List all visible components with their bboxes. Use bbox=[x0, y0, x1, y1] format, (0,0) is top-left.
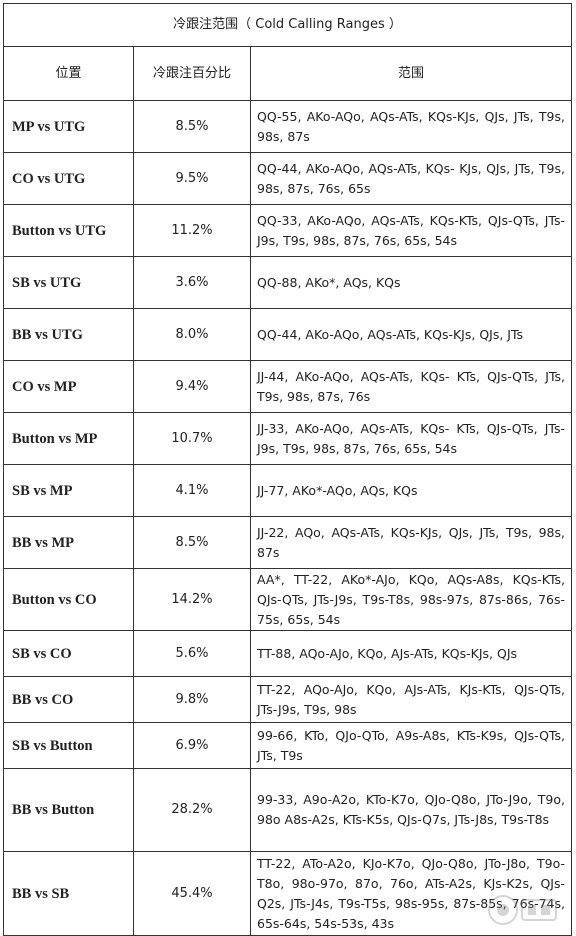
percent-cell: 9.4% bbox=[134, 361, 251, 413]
percent-cell: 3.6% bbox=[134, 257, 251, 309]
range-cell: QQ-44, AKo-AQo, AQs-ATs, KQs- KJs, QJs, … bbox=[251, 153, 572, 205]
position-cell: BB vs Button bbox=[4, 769, 134, 852]
range-cell: JJ-77, AKo*-AQo, AQs, KQs bbox=[251, 465, 572, 517]
percent-cell: 14.2% bbox=[134, 569, 251, 631]
percent-cell: 9.5% bbox=[134, 153, 251, 205]
range-cell: AA*, TT-22, AKo*-AJo, KQo, AQs-A8s, KQs-… bbox=[251, 569, 572, 631]
position-cell: BB vs UTG bbox=[4, 309, 134, 361]
position-cell: CO vs MP bbox=[4, 361, 134, 413]
position-cell: SB vs MP bbox=[4, 465, 134, 517]
position-cell: SB vs CO bbox=[4, 631, 134, 677]
position-cell: CO vs UTG bbox=[4, 153, 134, 205]
position-cell: Button vs CO bbox=[4, 569, 134, 631]
range-cell: TT-88, AQo-AJo, KQo, AJs-ATs, KQs-KJs, Q… bbox=[251, 631, 572, 677]
percent-cell: 28.2% bbox=[134, 769, 251, 852]
percent-cell: 6.9% bbox=[134, 723, 251, 769]
range-cell: JJ-33, AKo-AQo, AQs-ATs, KQs- KTs, QJs-Q… bbox=[251, 413, 572, 465]
range-cell: QQ-33, AKo-AQo, AQs-ATs, KQs-KTs, QJs-QT… bbox=[251, 205, 572, 257]
cold-calling-ranges-table: 冷跟注范围（ Cold Calling Ranges ） 位置 冷跟注百分比 范… bbox=[3, 3, 572, 936]
range-cell: QQ-44, AKo-AQo, AQs-ATs, KQs-KJs, QJs, J… bbox=[251, 309, 572, 361]
position-cell: SB vs UTG bbox=[4, 257, 134, 309]
percent-cell: 4.1% bbox=[134, 465, 251, 517]
percent-cell: 8.5% bbox=[134, 101, 251, 153]
range-cell: QQ-55, AKo-AQo, AQs-ATs, KQs-KJs, QJs, J… bbox=[251, 101, 572, 153]
position-cell: SB vs Button bbox=[4, 723, 134, 769]
percent-cell: 9.8% bbox=[134, 677, 251, 723]
range-cell: JJ-22, AQo, AQs-ATs, KQs-KJs, QJs, JTs, … bbox=[251, 517, 572, 569]
header-percent: 冷跟注百分比 bbox=[134, 47, 251, 101]
position-cell: BB vs CO bbox=[4, 677, 134, 723]
percent-cell: 11.2% bbox=[134, 205, 251, 257]
table-header-row: 位置 冷跟注百分比 范围 bbox=[4, 47, 572, 101]
range-cell: TT-22, AQo-AJo, KQo, AJs-ATs, KJs-KTs, Q… bbox=[251, 677, 572, 723]
header-position: 位置 bbox=[4, 47, 134, 101]
table-title-row: 冷跟注范围（ Cold Calling Ranges ） bbox=[4, 4, 572, 47]
header-range: 范围 bbox=[251, 47, 572, 101]
position-cell: Button vs MP bbox=[4, 413, 134, 465]
position-cell: MP vs UTG bbox=[4, 101, 134, 153]
percent-cell: 8.5% bbox=[134, 517, 251, 569]
table-title: 冷跟注范围（ Cold Calling Ranges ） bbox=[4, 4, 572, 47]
range-cell: QQ-88, AKo*, AQs, KQs bbox=[251, 257, 572, 309]
range-cell: 99-33, A9o-A2o, KTo-K7o, QJo-Q8o, JTo-J9… bbox=[251, 769, 572, 852]
position-cell: BB vs SB bbox=[4, 852, 134, 936]
position-cell: BB vs MP bbox=[4, 517, 134, 569]
percent-cell: 8.0% bbox=[134, 309, 251, 361]
percent-cell: 5.6% bbox=[134, 631, 251, 677]
range-cell: 99-66, KTo, QJo-QTo, A9s-A8s, KTs-K9s, Q… bbox=[251, 723, 572, 769]
position-cell: Button vs UTG bbox=[4, 205, 134, 257]
percent-cell: 10.7% bbox=[134, 413, 251, 465]
percent-cell: 45.4% bbox=[134, 852, 251, 936]
range-cell: TT-22, ATo-A2o, KJo-K7o, QJo-Q8o, JTo-J8… bbox=[251, 852, 572, 936]
range-cell: JJ-44, AKo-AQo, AQs-ATs, KQs- KTs, QJs-Q… bbox=[251, 361, 572, 413]
